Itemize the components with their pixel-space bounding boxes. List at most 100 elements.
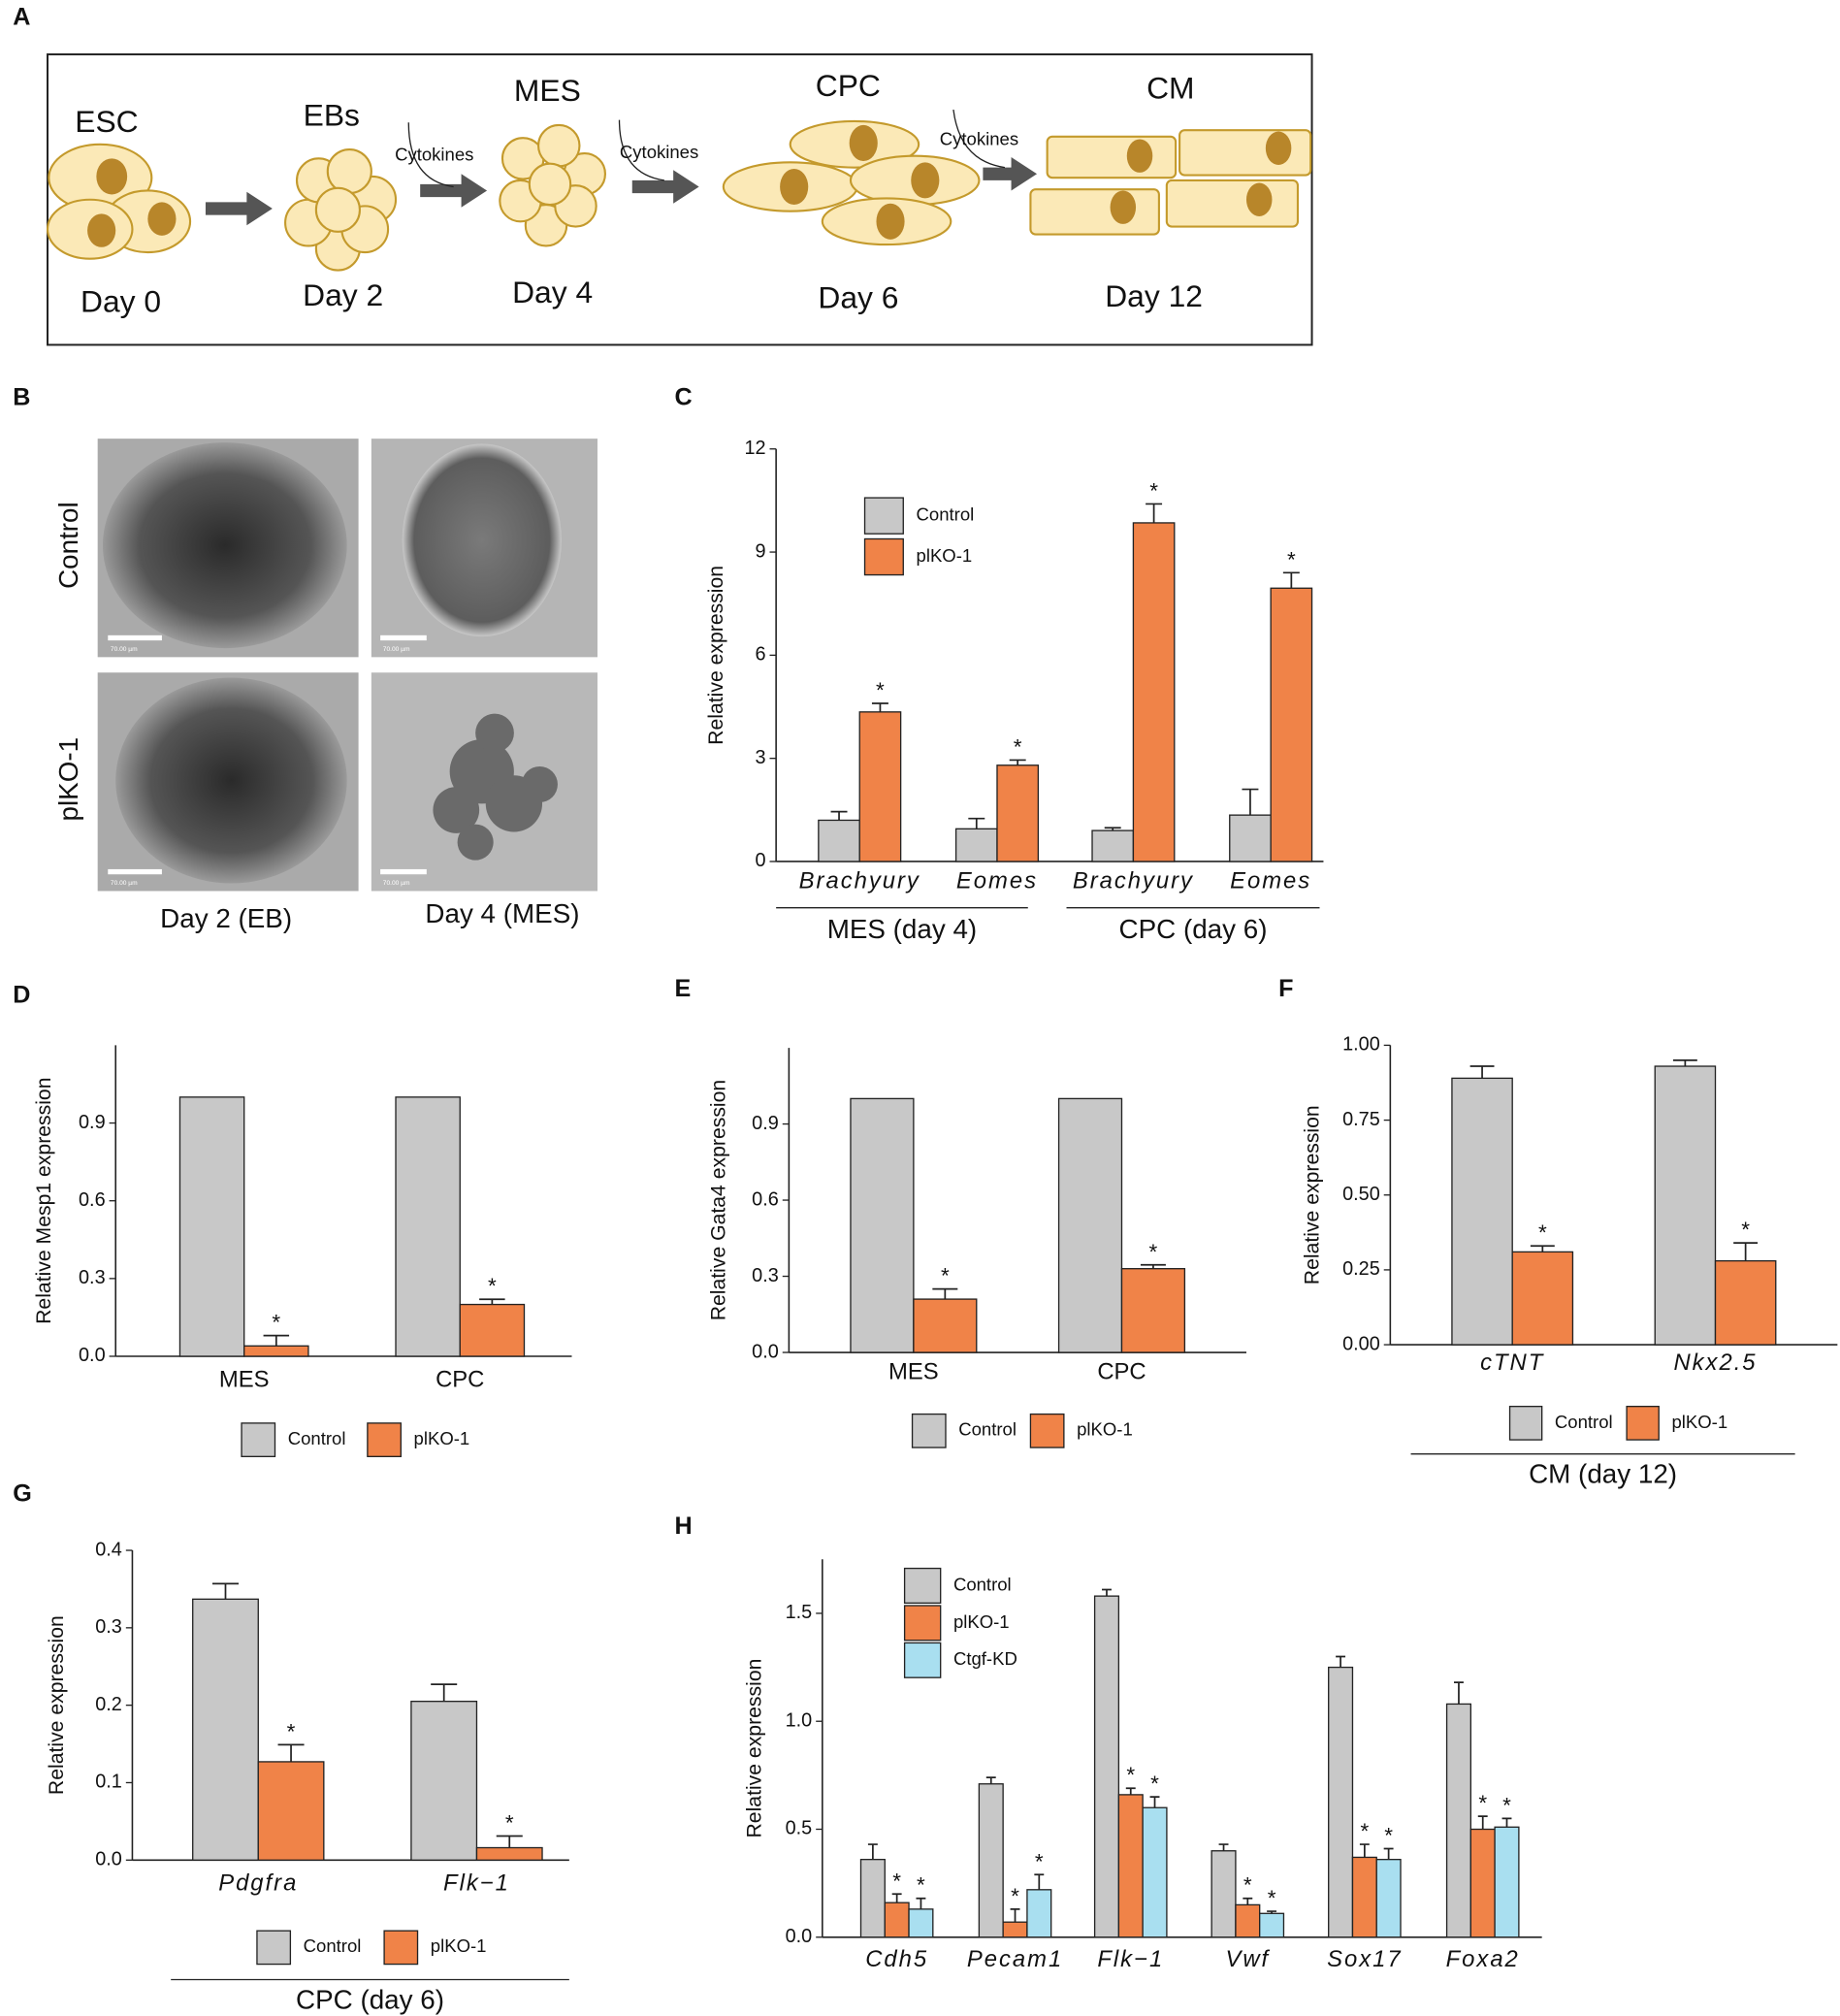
panel-label: A	[13, 4, 30, 31]
x-tick-label: Cdh5	[865, 1946, 928, 1972]
x-tick-label: Flk−1	[443, 1870, 510, 1897]
bar	[859, 1858, 886, 1938]
bar	[178, 1096, 245, 1357]
y-tick-label: 0.2	[95, 1694, 122, 1715]
error-bar	[916, 1897, 926, 1909]
legend-swatch	[863, 537, 904, 576]
bar	[1117, 1794, 1144, 1938]
x-tick-label: Eomes	[956, 867, 1038, 894]
stage-name: ESC	[75, 104, 138, 139]
panel-label: F	[1278, 975, 1293, 1002]
y-tick-label: 0.9	[79, 1112, 106, 1133]
y-tick-label: 0	[755, 850, 765, 871]
bar	[913, 1298, 978, 1353]
significance-marker: *	[488, 1274, 497, 1298]
group-label: CM (day 12)	[1529, 1459, 1677, 1489]
y-tick-label: 0.9	[752, 1113, 779, 1134]
bar	[459, 1303, 526, 1357]
legend-label: Control	[958, 1419, 1017, 1440]
y-tick-label: 0.4	[95, 1539, 122, 1560]
significance-marker: *	[505, 1811, 514, 1836]
bar	[1235, 1903, 1261, 1938]
error-bar	[1009, 759, 1026, 765]
legend-label: plKO-1	[431, 1935, 487, 1956]
significance-marker: *	[1149, 478, 1158, 503]
bar	[410, 1701, 478, 1861]
x-tick-label: Sox17	[1327, 1946, 1403, 1972]
error-bar	[1383, 1847, 1394, 1860]
cytokines-label: Cytokines	[395, 145, 473, 165]
legend-swatch	[1626, 1406, 1660, 1441]
legend-label: Control	[953, 1574, 1012, 1594]
error-bar	[1469, 1065, 1495, 1079]
x-tick-label: MES	[219, 1366, 270, 1392]
legend-swatch	[1029, 1413, 1065, 1448]
y-tick-label: 0.6	[752, 1188, 779, 1210]
significance-marker: *	[1268, 1886, 1276, 1910]
legend-swatch	[383, 1930, 419, 1966]
error-bar	[1243, 1897, 1253, 1905]
panel-label: D	[13, 982, 30, 1009]
error-bar	[1477, 1815, 1488, 1830]
bar	[1375, 1858, 1402, 1938]
significance-marker: *	[1126, 1763, 1135, 1787]
legend-label: plKO-1	[917, 545, 973, 566]
x-tick-label: Vwf	[1225, 1946, 1270, 1972]
significance-marker: *	[1538, 1220, 1547, 1245]
bar	[858, 711, 902, 862]
error-bar	[1530, 1245, 1555, 1252]
error-bar	[1010, 1907, 1020, 1923]
legend-label: Control	[304, 1935, 362, 1956]
y-tick-label: 1.00	[1342, 1034, 1380, 1056]
stage-name: MES	[514, 73, 581, 108]
y-tick-label: 0.0	[752, 1341, 779, 1362]
group-label: CPC (day 6)	[296, 1984, 444, 2014]
significance-marker: *	[1502, 1793, 1511, 1817]
cytokines-label: Cytokines	[940, 129, 1018, 149]
panel-label: B	[13, 384, 30, 411]
diagram-labels: ESC Day 0 EBs Day 2 MES Day 4 CPC Day 6 CM Day 12…	[75, 68, 1203, 319]
error-bar	[1733, 1242, 1759, 1261]
stage-day: Day 0	[81, 283, 161, 318]
error-bar	[1125, 1787, 1136, 1795]
bar	[1351, 1856, 1377, 1938]
error-bar	[1034, 1873, 1045, 1890]
y-tick-label: 0.0	[786, 1926, 813, 1947]
column-label: Day 2 (EB)	[160, 903, 292, 933]
legend-label: Ctgf-KD	[953, 1648, 1017, 1669]
error-bar	[1359, 1843, 1370, 1858]
y-tick-label: 1.0	[786, 1709, 813, 1731]
panel-label: C	[674, 384, 692, 411]
error-bar	[263, 1334, 290, 1347]
error-bar	[968, 817, 985, 829]
bar	[978, 1783, 1004, 1938]
legend-swatch	[241, 1422, 276, 1457]
stage-name: CPC	[816, 68, 881, 103]
row-label: Control	[53, 502, 83, 589]
bar	[1120, 1268, 1186, 1353]
y-tick-label: 0.3	[95, 1616, 122, 1638]
bar	[1057, 1097, 1123, 1353]
scale-bar-label: 70.00 µm	[383, 646, 410, 653]
significance-marker: *	[1287, 547, 1296, 571]
legend-swatch	[903, 1642, 942, 1678]
bar	[954, 828, 998, 862]
error-bar	[1267, 1910, 1277, 1914]
micrographs	[97, 439, 597, 892]
cells	[46, 119, 1312, 272]
y-tick-label: 6	[755, 644, 765, 666]
group-label: CPC (day 6)	[1119, 914, 1268, 944]
legend-label: plKO-1	[1671, 1412, 1727, 1432]
significance-marker: *	[1150, 1772, 1159, 1796]
error-bar	[277, 1743, 305, 1762]
y-axis-label: Relative Gata4 expression	[707, 1080, 729, 1320]
significance-marker: *	[1741, 1218, 1750, 1242]
y-axis-label: Relative expression	[46, 1615, 68, 1795]
y-axis-label: Relative expression	[1301, 1105, 1323, 1284]
bar	[1142, 1806, 1168, 1938]
legend-swatch	[863, 497, 904, 535]
error-bar	[496, 1835, 523, 1848]
bar	[818, 819, 860, 862]
error-bar	[830, 810, 848, 821]
diagram-frame	[47, 53, 1313, 346]
